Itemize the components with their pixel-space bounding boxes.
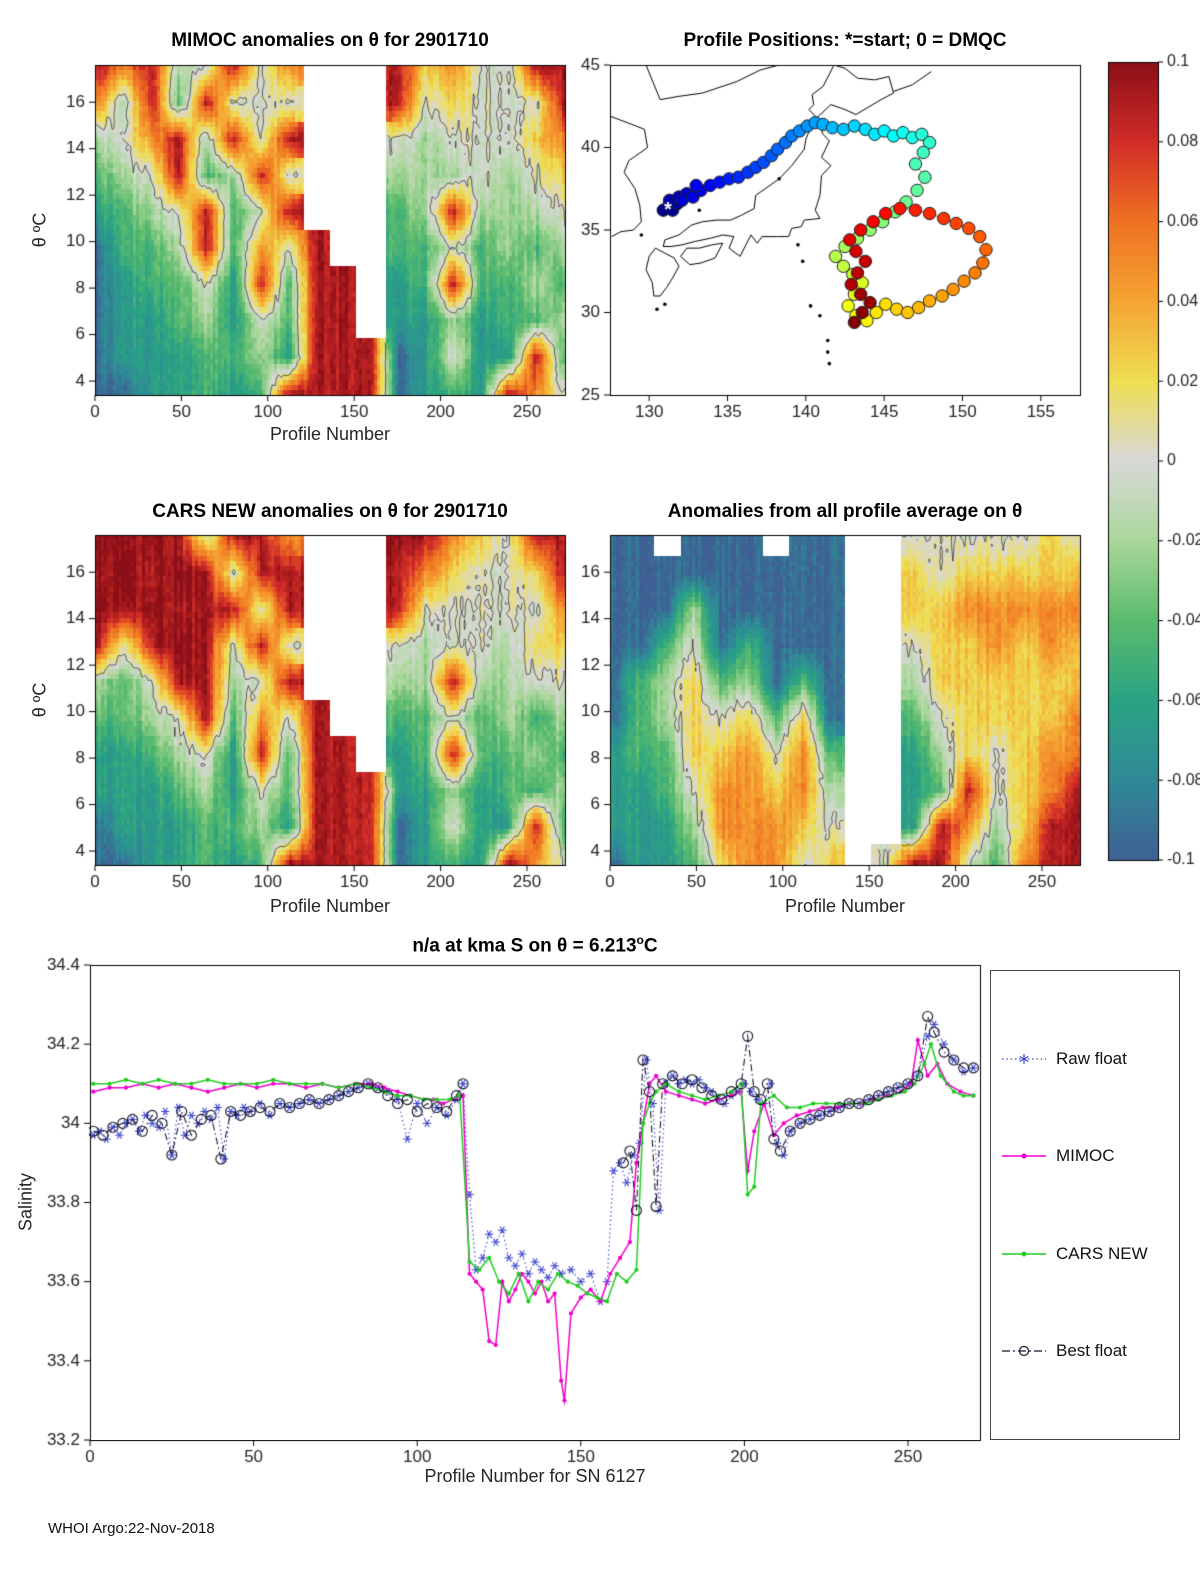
title-salinity: n/a at kma S on θ = 6.213oC xyxy=(90,933,980,957)
legend-label-raw-float: Raw float xyxy=(1056,1048,1127,1068)
ylabel-salinity: Salinity xyxy=(15,1172,36,1232)
mimoc-line-sample-icon xyxy=(1002,1153,1046,1159)
legend-item-raw-float: Raw float xyxy=(1001,1049,1179,1069)
legend-item-cars-new: CARS NEW xyxy=(1001,1244,1179,1264)
title-cars-anomalies: CARS NEW anomalies on θ for 2901710 xyxy=(152,501,508,522)
salinity-title-text: n/a at kma S on θ = 6.213 xyxy=(412,935,637,957)
xlabel-mimoc: Profile Number xyxy=(269,424,391,444)
plot-legend: Raw float MIMOC CARS NEW Best float xyxy=(990,970,1180,1440)
legend-item-best-float: Best float xyxy=(1001,1341,1179,1361)
title-mimoc-anomalies: MIMOC anomalies on θ for 2901710 xyxy=(171,30,489,51)
xlabel-cars: Profile Number xyxy=(269,896,391,916)
best-float-line-sample-icon xyxy=(1002,1346,1046,1357)
title-avg-anomalies: Anomalies from all profile average on θ xyxy=(667,501,1023,522)
ylabel-mimoc: θ ºC xyxy=(29,212,50,248)
legend-item-mimoc: MIMOC xyxy=(1001,1146,1179,1166)
cars-new-line-sample-icon xyxy=(1002,1251,1046,1257)
legend-label-cars-new: CARS NEW xyxy=(1056,1243,1148,1263)
ylabel-cars: θ ºC xyxy=(29,682,50,718)
raw-float-line-sample-icon xyxy=(1002,1053,1046,1064)
footer-watermark: WHOI Argo:22-Nov-2018 xyxy=(48,1520,215,1537)
title-profile-positions: Profile Positions: *=start; 0 = DMQC xyxy=(683,30,1007,51)
xlabel-salinity: Profile Number for SN 6127 xyxy=(424,1466,646,1486)
salinity-title-sup: o xyxy=(636,933,644,947)
legend-label-best-float: Best float xyxy=(1056,1341,1127,1361)
xlabel-avg: Profile Number xyxy=(784,896,906,916)
salinity-title-suffix: C xyxy=(643,935,658,957)
legend-label-mimoc: MIMOC xyxy=(1056,1146,1115,1166)
